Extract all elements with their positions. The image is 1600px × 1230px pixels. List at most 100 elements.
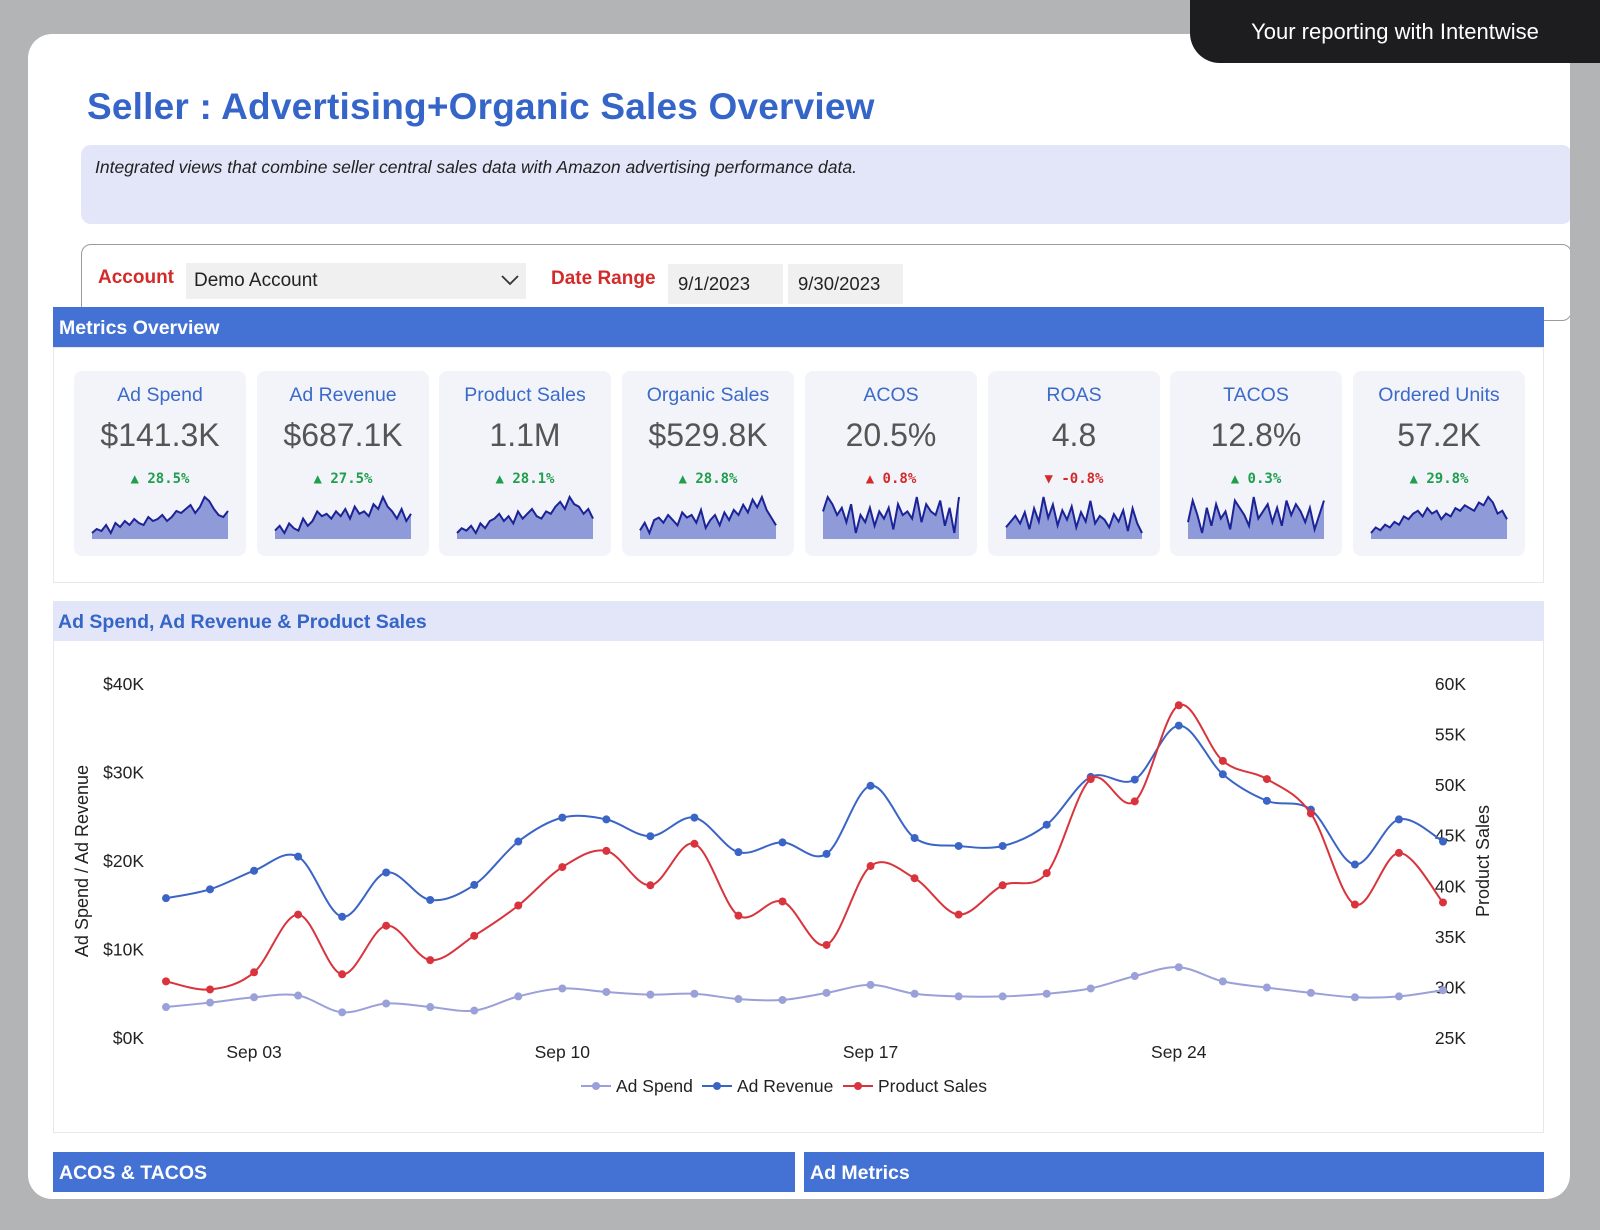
data-point[interactable] xyxy=(558,813,567,822)
data-point[interactable] xyxy=(426,1003,435,1012)
data-point[interactable] xyxy=(162,977,170,986)
data-point[interactable] xyxy=(822,988,831,997)
data-point[interactable] xyxy=(1086,984,1095,993)
data-point[interactable] xyxy=(1439,837,1447,846)
data-point[interactable] xyxy=(206,998,215,1007)
data-point[interactable] xyxy=(778,838,787,847)
metric-card[interactable]: Ordered Units 57.2K ▲ 29.8% xyxy=(1353,371,1525,556)
data-point[interactable] xyxy=(1350,993,1359,1002)
data-point[interactable] xyxy=(162,894,170,903)
data-point[interactable] xyxy=(778,897,787,906)
data-point[interactable] xyxy=(1394,848,1403,857)
data-point[interactable] xyxy=(1218,977,1227,986)
data-point[interactable] xyxy=(1350,900,1359,909)
data-point[interactable] xyxy=(294,852,303,861)
data-point[interactable] xyxy=(1130,775,1139,784)
data-point[interactable] xyxy=(998,992,1007,1001)
data-point[interactable] xyxy=(822,849,831,858)
data-point[interactable] xyxy=(954,992,963,1001)
data-point[interactable] xyxy=(426,956,435,965)
data-point[interactable] xyxy=(338,970,347,979)
legend-item[interactable]: Product Sales xyxy=(843,1076,987,1096)
data-point[interactable] xyxy=(1262,796,1271,805)
data-point[interactable] xyxy=(250,866,259,875)
data-point[interactable] xyxy=(1042,869,1051,878)
metric-card[interactable]: Organic Sales $529.8K ▲ 28.8% xyxy=(622,371,794,556)
data-point[interactable] xyxy=(1042,989,1051,998)
data-point[interactable] xyxy=(338,912,347,921)
data-point[interactable] xyxy=(602,815,611,824)
data-point[interactable] xyxy=(866,781,875,790)
legend-item[interactable]: Ad Revenue xyxy=(702,1076,833,1096)
data-point[interactable] xyxy=(1218,756,1227,765)
data-point[interactable] xyxy=(646,832,655,841)
data-point[interactable] xyxy=(514,901,523,910)
data-point[interactable] xyxy=(1306,809,1315,818)
metric-card[interactable]: Product Sales 1.1M ▲ 28.1% xyxy=(439,371,611,556)
account-select[interactable]: Demo Account xyxy=(186,263,526,299)
data-point[interactable] xyxy=(690,839,699,848)
data-point[interactable] xyxy=(734,911,743,920)
end-date-input[interactable]: 9/30/2023 xyxy=(788,264,903,304)
metric-card[interactable]: Ad Spend $141.3K ▲ 28.5% xyxy=(74,371,246,556)
data-point[interactable] xyxy=(1174,701,1183,710)
data-point[interactable] xyxy=(206,985,215,994)
data-point[interactable] xyxy=(470,1006,479,1015)
data-point[interactable] xyxy=(338,1008,347,1017)
data-point[interactable] xyxy=(954,910,963,919)
data-point[interactable] xyxy=(558,863,567,872)
data-point[interactable] xyxy=(734,848,743,857)
data-point[interactable] xyxy=(822,940,831,949)
data-point[interactable] xyxy=(1262,775,1271,784)
data-point[interactable] xyxy=(1394,992,1403,1001)
metric-card[interactable]: ROAS 4.8 ▼ -0.8% xyxy=(988,371,1160,556)
data-point[interactable] xyxy=(998,881,1007,890)
data-point[interactable] xyxy=(646,990,655,999)
data-point[interactable] xyxy=(1394,815,1403,824)
data-point[interactable] xyxy=(954,841,963,850)
data-point[interactable] xyxy=(1306,988,1315,997)
data-point[interactable] xyxy=(1218,770,1227,779)
data-point[interactable] xyxy=(690,989,699,998)
data-point[interactable] xyxy=(294,991,303,1000)
data-point[interactable] xyxy=(1262,983,1271,992)
data-point[interactable] xyxy=(1174,721,1183,730)
data-point[interactable] xyxy=(1174,963,1183,972)
legend-item[interactable]: Ad Spend xyxy=(581,1076,693,1096)
data-point[interactable] xyxy=(514,837,523,846)
data-point[interactable] xyxy=(470,931,479,940)
data-point[interactable] xyxy=(382,868,391,877)
data-point[interactable] xyxy=(382,921,391,930)
data-point[interactable] xyxy=(162,1003,170,1012)
data-point[interactable] xyxy=(734,995,743,1004)
metric-card[interactable]: TACOS 12.8% ▲ 0.3% xyxy=(1170,371,1342,556)
metric-card[interactable]: Ad Revenue $687.1K ▲ 27.5% xyxy=(257,371,429,556)
data-point[interactable] xyxy=(1042,820,1051,829)
data-point[interactable] xyxy=(910,989,919,998)
data-point[interactable] xyxy=(1130,797,1139,806)
data-point[interactable] xyxy=(778,995,787,1004)
data-point[interactable] xyxy=(206,885,215,894)
data-point[interactable] xyxy=(1130,972,1139,981)
data-point[interactable] xyxy=(1350,860,1359,869)
data-point[interactable] xyxy=(1439,986,1447,995)
data-point[interactable] xyxy=(470,880,479,889)
data-point[interactable] xyxy=(866,980,875,989)
data-point[interactable] xyxy=(382,999,391,1008)
metric-card[interactable]: ACOS 20.5% ▲ 0.8% xyxy=(805,371,977,556)
data-point[interactable] xyxy=(602,846,611,855)
data-point[interactable] xyxy=(910,874,919,883)
data-point[interactable] xyxy=(866,862,875,871)
data-point[interactable] xyxy=(998,841,1007,850)
data-point[interactable] xyxy=(1439,898,1447,907)
data-point[interactable] xyxy=(514,992,523,1001)
data-point[interactable] xyxy=(558,984,567,993)
data-point[interactable] xyxy=(250,968,259,977)
data-point[interactable] xyxy=(646,881,655,890)
data-point[interactable] xyxy=(690,813,699,822)
data-point[interactable] xyxy=(250,993,259,1002)
data-point[interactable] xyxy=(602,987,611,996)
data-point[interactable] xyxy=(1086,775,1095,784)
data-point[interactable] xyxy=(910,833,919,842)
data-point[interactable] xyxy=(426,895,435,904)
